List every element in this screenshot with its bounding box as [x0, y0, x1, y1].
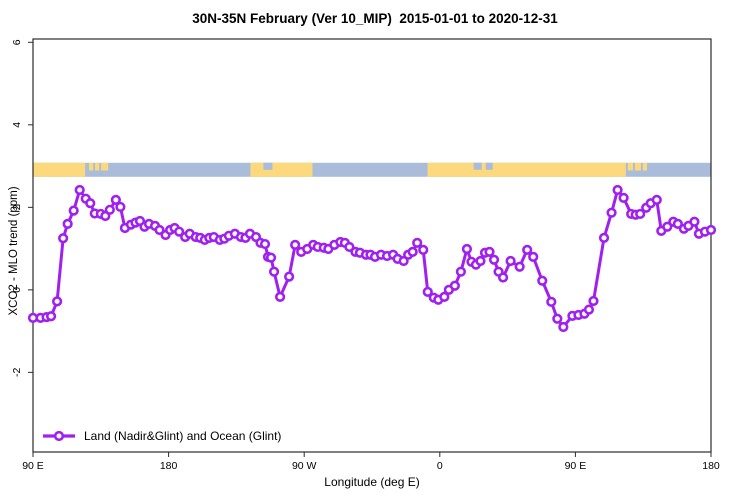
x-tick-label: 0: [437, 460, 443, 472]
map-band-land-segment: [427, 162, 626, 177]
plot-border: [32, 38, 712, 453]
data-point-marker: [505, 255, 516, 267]
data-point-marker: [344, 241, 355, 253]
data-point-marker: [268, 266, 280, 277]
data-point-marker: [449, 280, 460, 291]
map-band-island-speck: [634, 162, 641, 171]
map-band-island-speck: [95, 162, 100, 171]
data-point-marker: [418, 244, 429, 255]
y-tick-label: 2: [11, 204, 23, 210]
map-band-island-speck: [89, 162, 94, 171]
data-point-marker: [662, 221, 673, 232]
data-point-marker: [68, 205, 79, 216]
data-point-marker: [606, 207, 617, 218]
data-point-marker: [412, 237, 423, 248]
data-point-marker: [537, 275, 548, 286]
data-point-marker: [514, 261, 525, 272]
data-point-marker: [52, 296, 63, 307]
data-point-marker: [705, 224, 717, 236]
data-point-marker: [104, 204, 115, 215]
data-point-marker: [598, 232, 610, 243]
y-axis-title: XCO2 - MLO trend (ppm): [8, 186, 20, 316]
data-point-marker: [85, 198, 96, 209]
data-point-marker: [115, 201, 126, 213]
y-tick-label: 6: [11, 39, 23, 45]
data-point-marker: [154, 224, 165, 236]
x-tick-label: 90 E: [565, 460, 587, 472]
map-band-sea-notch: [485, 162, 493, 170]
data-point-marker: [528, 251, 539, 262]
chart-title: 30N-35N February (Ver 10_MIP) 2015-01-01…: [192, 11, 558, 26]
x-tick-label: 90 E: [22, 460, 44, 472]
legend: Land (Nadir&Glint) and Ocean (Glint): [42, 429, 281, 443]
data-point-marker: [583, 304, 595, 315]
data-point-marker: [488, 254, 500, 265]
data-point-marker: [259, 238, 271, 250]
x-tick-label: 180: [702, 460, 720, 472]
data-point-marker: [407, 246, 418, 257]
data-point-marker: [484, 246, 495, 257]
data-point-marker: [546, 296, 557, 307]
legend-label: Land (Nadir&Glint) and Ocean (Glint): [84, 429, 282, 443]
map-band-island-speck: [101, 162, 109, 171]
x-tick-label: 180: [160, 460, 178, 472]
data-point-marker: [110, 194, 121, 206]
data-point-marker: [45, 311, 57, 322]
data-point-marker: [74, 184, 85, 196]
data-point-marker: [588, 295, 599, 307]
map-band-island-speck: [627, 162, 633, 171]
data-point-marker: [290, 239, 301, 250]
legend-line-marker-icon: [43, 430, 75, 442]
data-point-marker: [475, 255, 486, 267]
y-tick-label: -2: [11, 368, 23, 377]
data-point-marker: [284, 271, 295, 282]
data-point-marker: [635, 208, 646, 220]
data-point-marker: [274, 291, 286, 302]
data-point-marker: [422, 286, 433, 298]
y-tick-label: 4: [11, 122, 23, 128]
map-band-land-segment: [33, 162, 86, 177]
data-point-marker: [689, 216, 700, 227]
data-point-marker: [558, 321, 569, 333]
data-point-marker: [497, 272, 509, 283]
data-point-marker: [672, 218, 683, 229]
data-point-marker: [522, 244, 533, 255]
data-point-marker: [265, 252, 277, 263]
data-point-marker: [455, 266, 466, 277]
data-point-marker: [174, 226, 185, 237]
y-tick-label: 0: [11, 287, 23, 293]
x-axis-title: Longitude (deg E): [324, 475, 420, 489]
data-point-marker: [461, 243, 473, 255]
map-band-island-speck: [642, 162, 647, 171]
data-point-marker: [618, 192, 629, 203]
data-point-marker: [439, 291, 450, 302]
data-point-marker: [58, 233, 69, 244]
map-band-sea-notch: [473, 162, 482, 170]
x-tick-label: 90 W: [292, 460, 317, 472]
data-point-marker: [612, 184, 623, 196]
map-band-sea-notch: [263, 162, 273, 170]
data-point-marker: [651, 194, 662, 206]
data-point-marker: [552, 313, 563, 324]
data-point-marker: [62, 218, 73, 229]
map-band-land-segment: [250, 162, 313, 177]
